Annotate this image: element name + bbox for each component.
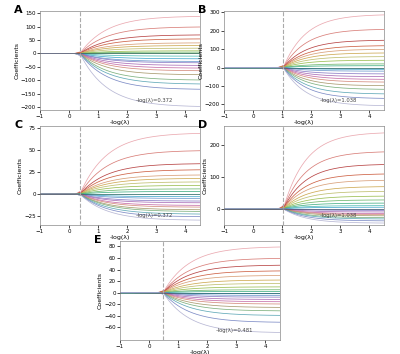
X-axis label: -log(λ): -log(λ) <box>190 350 210 354</box>
Text: A: A <box>14 5 23 15</box>
Text: –log(λ)=1.038: –log(λ)=1.038 <box>320 98 357 103</box>
Y-axis label: Coefficients: Coefficients <box>203 157 208 194</box>
Y-axis label: Coefficients: Coefficients <box>98 272 103 309</box>
Y-axis label: Coefficients: Coefficients <box>198 42 203 79</box>
X-axis label: -log(λ): -log(λ) <box>110 120 130 125</box>
Text: D: D <box>198 120 208 130</box>
Text: –log(λ)=0.372: –log(λ)=0.372 <box>136 213 173 218</box>
Text: E: E <box>94 235 102 245</box>
X-axis label: -log(λ): -log(λ) <box>110 235 130 240</box>
X-axis label: -log(λ): -log(λ) <box>294 120 314 125</box>
Text: B: B <box>198 5 207 15</box>
X-axis label: -log(λ): -log(λ) <box>294 235 314 240</box>
Y-axis label: Coefficients: Coefficients <box>14 42 19 79</box>
Y-axis label: Coefficients: Coefficients <box>18 157 23 194</box>
Text: –log(λ)=0.372: –log(λ)=0.372 <box>136 98 173 103</box>
Text: –log(λ)=0.481: –log(λ)=0.481 <box>216 328 254 333</box>
Text: C: C <box>14 120 22 130</box>
Text: –log(λ)=1.038: –log(λ)=1.038 <box>320 213 357 218</box>
